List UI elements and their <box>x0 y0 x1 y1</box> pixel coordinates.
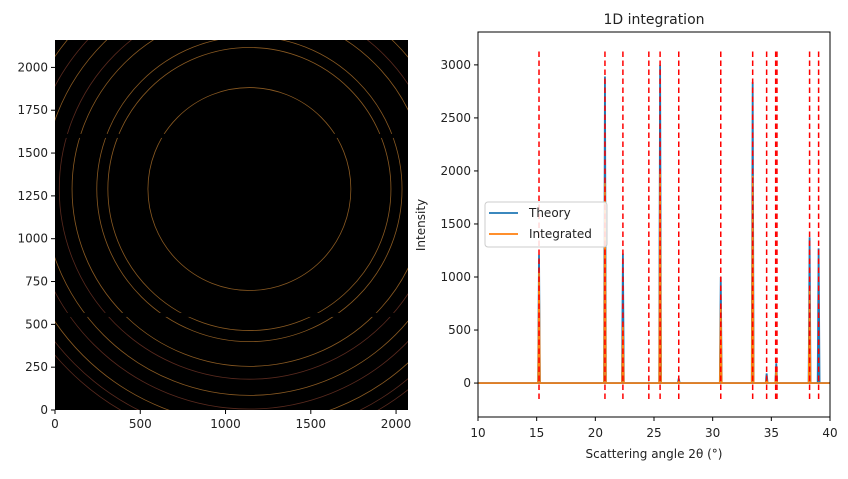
integrated-line <box>478 170 830 384</box>
x-axis-label: Scattering angle 2θ (°) <box>586 447 723 461</box>
y-tick-label: 1500 <box>17 146 48 160</box>
y-tick-label: 1250 <box>17 189 48 203</box>
legend: Theory Integrated <box>484 201 608 248</box>
x-tick-label: 1500 <box>296 417 327 431</box>
x-tick-label: 1000 <box>210 417 241 431</box>
legend-theory-label: Theory <box>528 206 571 220</box>
x-tick-label: 25 <box>646 426 661 440</box>
y-tick-label: 2500 <box>440 111 471 125</box>
diffraction-ring <box>55 40 408 396</box>
detector-image-axes: 0 500 1000 1500 2000 0 250 500 750 1000 1250 1500 17… <box>17 40 412 431</box>
diffraction-ring <box>147 87 352 291</box>
y-tick-label: 2000 <box>17 60 48 74</box>
y-tick-label: 0 <box>463 376 471 390</box>
x-tick-label: 20 <box>588 426 603 440</box>
diffraction-ring <box>107 47 392 331</box>
detector-image <box>55 40 408 410</box>
x-tick-label: 35 <box>764 426 779 440</box>
y-tick-label: 1500 <box>440 217 471 231</box>
legend-integrated-label: Integrated <box>529 227 592 241</box>
y-tick-label: 2000 <box>440 164 471 178</box>
y-axis-label: Intensity <box>414 199 428 251</box>
y-tick-label: 500 <box>25 317 48 331</box>
x-tick-label: 15 <box>529 426 544 440</box>
y-tick-label: 1000 <box>17 232 48 246</box>
integration-axes: 1D integration 10 15 20 25 30 35 40 0 500 1000 150… <box>414 12 838 461</box>
diffraction-ring <box>71 40 408 367</box>
x-tick-label: 30 <box>705 426 720 440</box>
x-tick-label: 10 <box>470 426 485 440</box>
y-tick-label: 750 <box>25 275 48 289</box>
y-tick-label: 250 <box>25 360 48 374</box>
detector-gap <box>55 312 408 317</box>
plot-frame <box>477 31 831 418</box>
y-tick-label: 3000 <box>440 58 471 72</box>
x-tick-label: 500 <box>129 417 152 431</box>
x-tick-label: 2000 <box>381 417 412 431</box>
chart-title: 1D integration <box>603 12 704 28</box>
diffraction-rings <box>55 40 408 410</box>
diffraction-ring <box>58 40 408 380</box>
y-tick-label: 1000 <box>440 270 471 284</box>
y-tick-label: 0 <box>40 403 48 417</box>
y-tick-label: 500 <box>448 323 471 337</box>
y-tick-label: 1750 <box>17 103 48 117</box>
x-tick-label: 0 <box>51 417 59 431</box>
detector-gap <box>55 133 408 138</box>
diffraction-ring <box>96 40 403 343</box>
diffraction-ring <box>55 40 408 410</box>
x-tick-label: 40 <box>822 426 837 440</box>
